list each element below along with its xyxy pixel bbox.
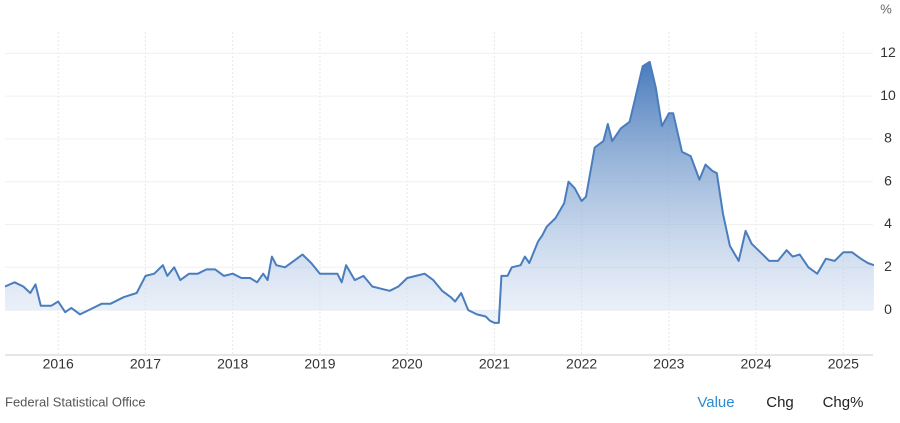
x-tick-label: 2025 bbox=[828, 356, 859, 372]
y-tick-label: 6 bbox=[884, 172, 892, 188]
area bbox=[5, 61, 874, 323]
x-tick-label: 2017 bbox=[130, 356, 161, 372]
y-tick-label: 12 bbox=[880, 44, 896, 60]
x-tick-label: 2023 bbox=[653, 356, 684, 372]
y-unit: % bbox=[880, 1, 892, 16]
x-tick-label: 2020 bbox=[392, 356, 423, 372]
x-tick-label: 2019 bbox=[304, 356, 335, 372]
tab[interactable]: Value bbox=[697, 394, 734, 411]
x-tick-label: 2018 bbox=[217, 356, 248, 372]
y-tick-label: 10 bbox=[880, 87, 896, 103]
x-tick-label: 2016 bbox=[43, 356, 74, 372]
x-tick-label: 2022 bbox=[566, 356, 597, 372]
y-tick-label: 2 bbox=[884, 258, 892, 274]
x-tick-label: 2024 bbox=[741, 356, 772, 372]
y-tick-label: 4 bbox=[884, 215, 892, 231]
tab[interactable]: Chg% bbox=[823, 394, 864, 411]
y-tick-label: 0 bbox=[884, 301, 892, 317]
line bbox=[4, 60, 875, 324]
source: Federal Statistical Office bbox=[5, 394, 146, 409]
x-tick-label: 2021 bbox=[479, 356, 510, 372]
tab[interactable]: Chg bbox=[766, 394, 794, 411]
y-tick-label: 8 bbox=[884, 130, 892, 146]
